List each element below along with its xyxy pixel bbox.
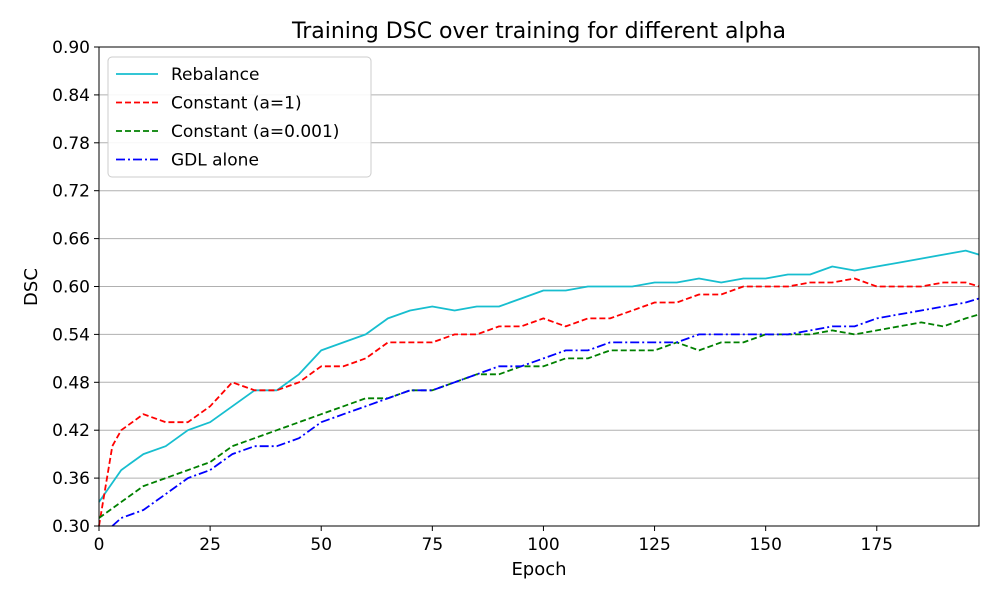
axis-ticks: 0.30 0.36 0.42 0.48 0.54 0.60 0.66 0.72 0.78 0.84… <box>52 38 893 555</box>
y-tick-label: 0.72 <box>52 182 90 202</box>
x-tick-label: 75 <box>422 535 444 555</box>
y-tick-label: 0.48 <box>52 373 90 393</box>
x-axis-label: Epoch <box>511 559 566 580</box>
legend-label-gdl-alone: GDL alone <box>171 151 259 171</box>
y-axis-label: DSC <box>21 268 42 306</box>
y-tick-label: 0.84 <box>52 86 90 106</box>
legend-label-constant-a-1: Constant (a=1) <box>171 94 302 114</box>
x-tick-label: 25 <box>199 535 221 555</box>
y-tick-label: 0.66 <box>52 230 90 250</box>
plot-series <box>98 249 980 527</box>
x-tick-label: 50 <box>310 535 332 555</box>
y-tick-label: 0.36 <box>52 469 90 489</box>
x-tick-label: 0 <box>94 535 105 555</box>
x-tick-label: 150 <box>749 535 781 555</box>
y-tick-label: 0.78 <box>52 134 90 154</box>
series-line-constant-a-1 <box>98 277 980 527</box>
legend-label-rebalance: Rebalance <box>171 65 259 85</box>
chart-title: Training DSC over training for different… <box>291 19 786 44</box>
series-line-constant-a-0-001 <box>98 313 980 519</box>
y-tick-label: 0.54 <box>52 325 90 345</box>
legend-box <box>107 56 372 178</box>
series-line-gdl-alone <box>111 297 980 527</box>
x-tick-label: 175 <box>861 535 893 555</box>
y-tick-label: 0.90 <box>52 38 90 58</box>
y-tick-label: 0.60 <box>52 278 90 298</box>
x-tick-label: 100 <box>527 535 559 555</box>
x-tick-label: 125 <box>638 535 670 555</box>
legend: Rebalance Constant (a=1) Constant (a=0.001… <box>107 56 372 178</box>
legend-label-constant-a-0-001: Constant (a=0.001) <box>171 122 339 142</box>
series-line-rebalance <box>98 249 980 503</box>
y-tick-label: 0.30 <box>52 517 90 537</box>
y-tick-label: 0.42 <box>52 421 90 441</box>
